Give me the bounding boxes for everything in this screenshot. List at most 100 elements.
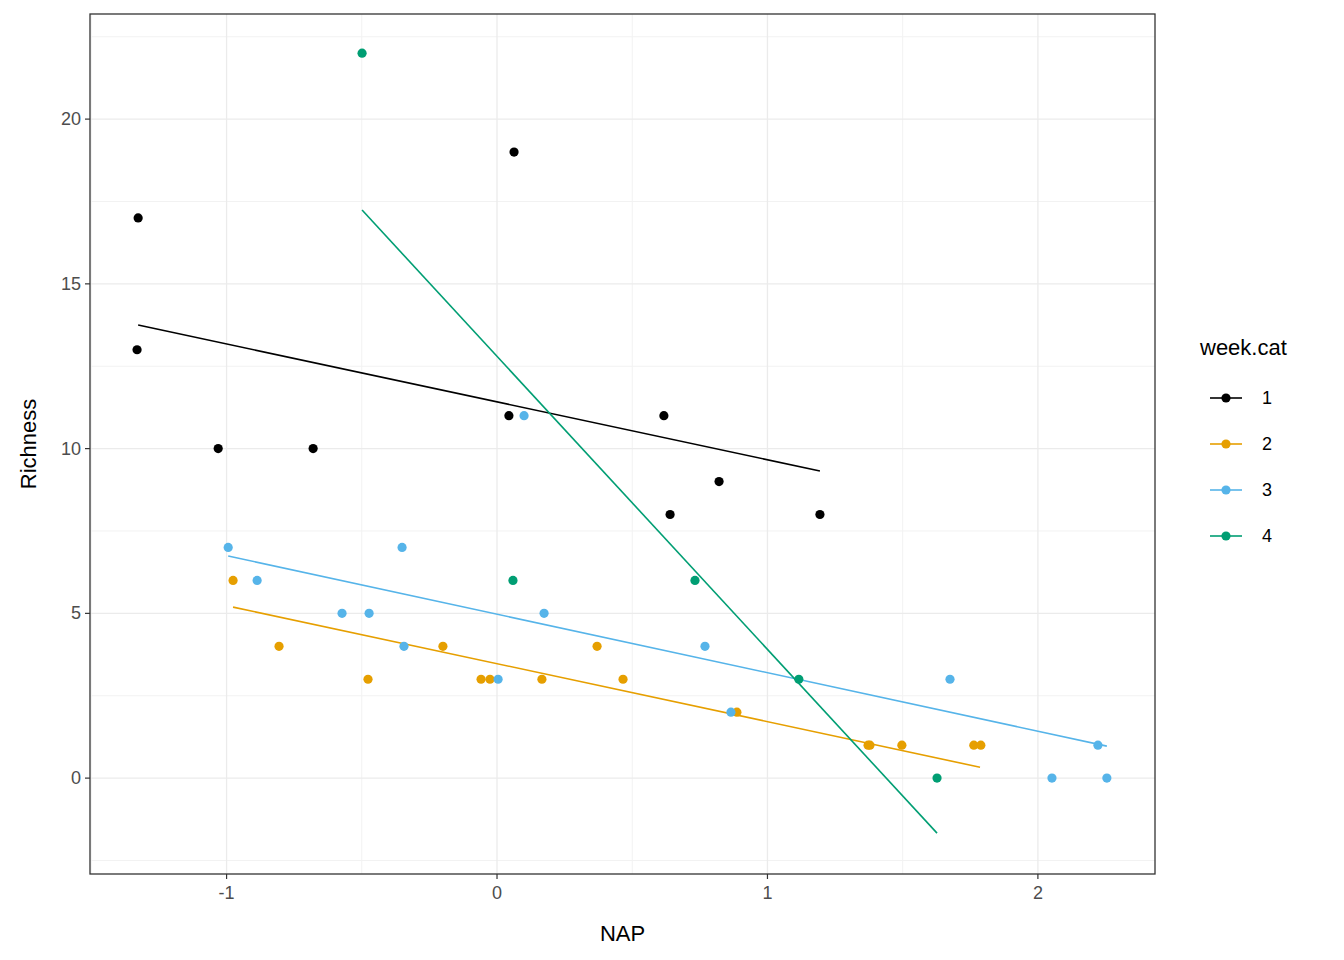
x-tick-label: -1 xyxy=(219,883,235,903)
legend: week.cat 1 2 3 4 xyxy=(1199,335,1287,546)
point xyxy=(399,642,408,651)
point xyxy=(659,411,668,420)
point xyxy=(519,411,528,420)
grid-x xyxy=(1037,14,1038,874)
point xyxy=(865,741,874,750)
point xyxy=(253,576,262,585)
point xyxy=(508,576,517,585)
point xyxy=(700,642,709,651)
minor-grid-x xyxy=(361,14,362,874)
point xyxy=(228,576,237,585)
x-tick xyxy=(496,874,497,879)
point xyxy=(134,213,143,222)
y-tick xyxy=(85,119,90,120)
grid-y xyxy=(90,448,1155,449)
point xyxy=(537,675,546,684)
y-tick xyxy=(85,283,90,284)
grid-y xyxy=(90,283,1155,284)
point xyxy=(363,675,372,684)
legend-label: 1 xyxy=(1262,388,1272,408)
point xyxy=(476,675,485,684)
x-tick-label: 0 xyxy=(492,883,502,903)
axes: -101205101520NAPRichness xyxy=(16,109,1043,946)
x-tick-label: 2 xyxy=(1033,883,1043,903)
y-tick-label: 0 xyxy=(71,768,81,788)
minor-grid-y xyxy=(90,366,1155,367)
legend-label: 4 xyxy=(1262,526,1272,546)
point xyxy=(618,675,627,684)
background xyxy=(0,0,1344,960)
minor-grid-y xyxy=(90,695,1155,696)
point xyxy=(592,642,601,651)
legend-key-point xyxy=(1221,393,1230,402)
point xyxy=(1047,774,1056,783)
y-tick-label: 20 xyxy=(61,109,81,129)
point xyxy=(539,609,548,618)
legend-key-point xyxy=(1221,439,1230,448)
y-tick-label: 5 xyxy=(71,603,81,623)
point xyxy=(1102,774,1111,783)
minor-grid-y xyxy=(90,201,1155,202)
legend-label: 3 xyxy=(1262,480,1272,500)
point xyxy=(945,675,954,684)
trend-line xyxy=(138,325,820,471)
point xyxy=(224,543,233,552)
point xyxy=(397,543,406,552)
trend-line xyxy=(362,210,937,833)
minor-grid-x xyxy=(632,14,633,874)
point xyxy=(726,708,735,717)
point xyxy=(1093,741,1102,750)
panel-border xyxy=(90,14,1155,874)
y-tick xyxy=(85,448,90,449)
grid-y xyxy=(90,613,1155,614)
minor-grid-y xyxy=(90,860,1155,861)
y-tick-label: 15 xyxy=(61,274,81,294)
point xyxy=(357,49,366,58)
point xyxy=(337,609,346,618)
grid-y xyxy=(90,118,1155,119)
point xyxy=(485,675,494,684)
point xyxy=(132,345,141,354)
minor-grid-y xyxy=(90,36,1155,37)
x-tick-label: 1 xyxy=(762,883,772,903)
grid-x xyxy=(496,14,497,874)
x-tick xyxy=(767,874,768,879)
x-tick xyxy=(1037,874,1038,879)
grid-x xyxy=(767,14,768,874)
point xyxy=(493,675,502,684)
y-tick xyxy=(85,613,90,614)
grid-y xyxy=(90,777,1155,778)
point xyxy=(815,510,824,519)
point xyxy=(504,411,513,420)
legend-label: 2 xyxy=(1262,434,1272,454)
chart: -101205101520NAPRichnessweek.cat1234 xyxy=(0,0,1344,960)
y-axis-label: Richness xyxy=(16,399,41,489)
y-tick-label: 10 xyxy=(61,439,81,459)
point xyxy=(364,609,373,618)
point xyxy=(897,741,906,750)
trend-line xyxy=(233,607,980,767)
point xyxy=(714,477,723,486)
point xyxy=(794,675,803,684)
legend-key-point xyxy=(1221,531,1230,540)
legend-title: week.cat xyxy=(1199,335,1287,360)
plot-area xyxy=(132,49,1111,834)
point xyxy=(690,576,699,585)
x-axis-label: NAP xyxy=(600,921,645,946)
y-tick xyxy=(85,778,90,779)
x-tick xyxy=(226,874,227,879)
point xyxy=(438,642,447,651)
point xyxy=(665,510,674,519)
point xyxy=(932,774,941,783)
legend-key-point xyxy=(1221,485,1230,494)
point xyxy=(976,741,985,750)
point xyxy=(214,444,223,453)
point xyxy=(309,444,318,453)
minor-grid-x xyxy=(91,14,92,874)
point xyxy=(509,147,518,156)
point xyxy=(274,642,283,651)
trend-line xyxy=(228,556,1107,746)
grid xyxy=(90,14,1155,874)
minor-grid-y xyxy=(90,530,1155,531)
grid-x xyxy=(226,14,227,874)
